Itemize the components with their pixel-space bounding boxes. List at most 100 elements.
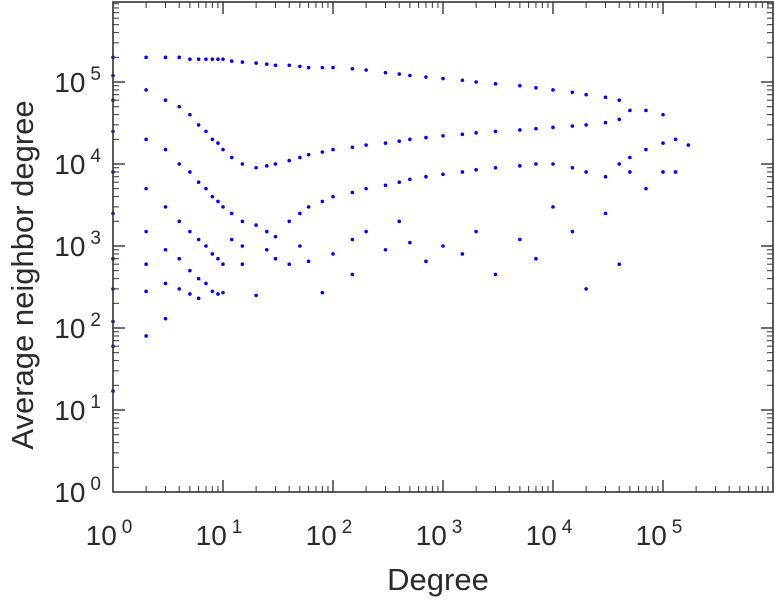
- scatter-point: [273, 162, 278, 166]
- scatter-point: [163, 147, 168, 152]
- scatter-point: [163, 205, 168, 209]
- scatter-point: [460, 132, 465, 137]
- scatter-point: [188, 229, 192, 234]
- x-tick-label: 10 2: [306, 517, 353, 551]
- scatter-point: [188, 292, 192, 296]
- scatter-point: [603, 120, 608, 125]
- scatter-point: [350, 66, 355, 71]
- scatter-point: [534, 256, 538, 261]
- scatter-point: [163, 247, 168, 252]
- scatter-point: [196, 180, 201, 184]
- scatter-point: [306, 205, 311, 209]
- scatter-point: [474, 80, 478, 84]
- scatter-point: [350, 190, 355, 195]
- scatter-point: [364, 68, 368, 72]
- scatter-point: [240, 244, 245, 248]
- scatter-point: [144, 137, 148, 142]
- scatter-point: [493, 82, 498, 86]
- scatter-point: [673, 170, 678, 174]
- scatter-point: [441, 134, 445, 138]
- scatter-point: [331, 147, 335, 152]
- axis-ticks: [113, 2, 773, 492]
- x-axis-label: Degree: [387, 562, 489, 597]
- scatter-point: [331, 252, 335, 256]
- scatter-point: [210, 289, 215, 294]
- scatter-point: [397, 180, 402, 184]
- scatter-point: [584, 92, 588, 97]
- scatter-point: [210, 252, 215, 256]
- scatter-point: [221, 205, 225, 209]
- scatter-point: [518, 128, 522, 132]
- scatter-point: [350, 237, 355, 242]
- scatter-point: [331, 65, 335, 70]
- scatter-point: [177, 256, 182, 261]
- scatter-point: [460, 252, 465, 256]
- scatter-point: [383, 183, 388, 188]
- scatter-point: [551, 125, 555, 130]
- scatter-point: [177, 219, 182, 224]
- scatter-point: [240, 262, 245, 266]
- scatter-point: [204, 129, 208, 134]
- scatter-point: [617, 117, 622, 122]
- scatter-point: [408, 137, 412, 142]
- scatter-point: [264, 247, 269, 252]
- scatter-point: [534, 126, 538, 131]
- scatter-point: [628, 170, 632, 174]
- scatter-point: [163, 281, 168, 286]
- scatter-point: [196, 296, 201, 301]
- scatter-point: [306, 259, 311, 264]
- scatter-point: [551, 205, 555, 209]
- scatter-point: [254, 293, 258, 298]
- scatter-point: [534, 85, 538, 90]
- scatter-point: [584, 287, 588, 291]
- scatter-point: [441, 172, 445, 177]
- scatter-point: [441, 76, 445, 81]
- scatter-point: [617, 162, 622, 166]
- scatter-point: [144, 262, 148, 266]
- scatter-point: [628, 108, 632, 113]
- scatter-point: [240, 162, 245, 166]
- scatter-point: [364, 186, 368, 191]
- scatter-point: [460, 78, 465, 83]
- scatter-point: [306, 152, 311, 157]
- scatter-point: [204, 244, 208, 248]
- scatter-point: [273, 234, 278, 239]
- scatter-point: [210, 137, 215, 142]
- scatter-point: [298, 211, 302, 216]
- scatter-point: [204, 186, 208, 191]
- scatter-point: [570, 229, 575, 234]
- y-axis-label: Average neighbor degree: [5, 100, 40, 449]
- scatter-point: [163, 316, 168, 321]
- x-tick-label: 10 3: [416, 517, 463, 551]
- scatter-point: [424, 135, 428, 140]
- scatter-point: [221, 147, 225, 152]
- scatter-point: [408, 73, 412, 78]
- y-tick-label: 10 1: [54, 392, 101, 426]
- scatter-point: [603, 95, 608, 100]
- scatter-point: [216, 256, 220, 261]
- scatter-point: [221, 57, 225, 61]
- scatter-point: [493, 129, 498, 134]
- scatter-point: [570, 124, 575, 128]
- scatter-point: [196, 57, 201, 61]
- scatter-point: [144, 88, 148, 92]
- scatter-point: [364, 143, 368, 147]
- scatter-point: [320, 150, 325, 154]
- scatter-point: [474, 167, 478, 172]
- scatter-point: [216, 57, 220, 61]
- scatter-point: [144, 334, 148, 338]
- scatter-point: [229, 211, 234, 216]
- scatter-point: [350, 145, 355, 150]
- scatter-point: [408, 177, 412, 182]
- scatter-point: [196, 123, 201, 127]
- scatter-point: [644, 147, 648, 152]
- scatter-point: [320, 199, 325, 204]
- scatter-point: [204, 57, 208, 61]
- scatter-point: [518, 164, 522, 168]
- scatter-point: [661, 141, 665, 145]
- scatter-point: [264, 229, 269, 234]
- scatter-point: [460, 170, 465, 174]
- scatter-point: [617, 98, 622, 102]
- x-tick-label: 10 5: [636, 517, 683, 551]
